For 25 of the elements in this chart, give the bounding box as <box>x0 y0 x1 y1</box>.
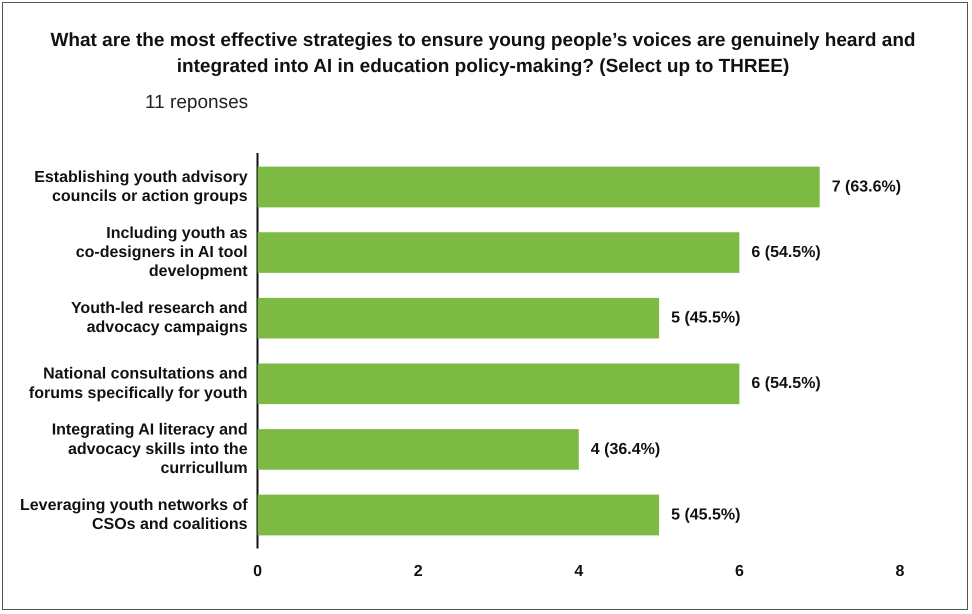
bar <box>258 494 660 536</box>
y-tick-label: National consultations and forums specifically for youth <box>28 366 248 402</box>
bar <box>258 363 740 404</box>
chart-title: What are the most effective strategies to ensure young people’s voices are genuinely heard and integrated into AI in education policy-making? (Select up to THREE) <box>49 29 917 79</box>
x-tick-label: 2 <box>414 562 423 580</box>
x-tick-label: 0 <box>253 562 262 580</box>
data-label: 6 (54.5%) <box>751 244 821 262</box>
y-tick-label: Establishing youth advisory councils or action groups <box>34 168 248 206</box>
y-tick-label: Including youth as co-designers in AI tool development <box>76 224 248 280</box>
data-label: 5 (45.5%) <box>671 310 740 327</box>
data-label: 6 (54.5%) <box>751 375 821 392</box>
data-label: 7 (63.6%) <box>832 178 902 196</box>
y-tick-label: Leveraging youth networks of CSOs and coalitions <box>20 496 248 534</box>
data-label: 4 (36.4%) <box>590 440 660 458</box>
bar <box>258 298 660 339</box>
data-label: 5 (45.5%) <box>671 506 740 524</box>
chart-subtitle: 11 reponses <box>145 92 248 114</box>
y-tick-label: Integrating AI literacy and advocacy skills into the curricullum <box>52 422 248 478</box>
bar <box>258 429 579 470</box>
bar <box>258 166 820 208</box>
y-tick-label: Youth-led research and advocacy campaigns <box>70 300 248 336</box>
bar <box>258 232 740 273</box>
x-tick-label: 6 <box>734 562 744 580</box>
x-tick-label: 8 <box>896 562 905 580</box>
x-tick-label: 4 <box>574 562 584 580</box>
